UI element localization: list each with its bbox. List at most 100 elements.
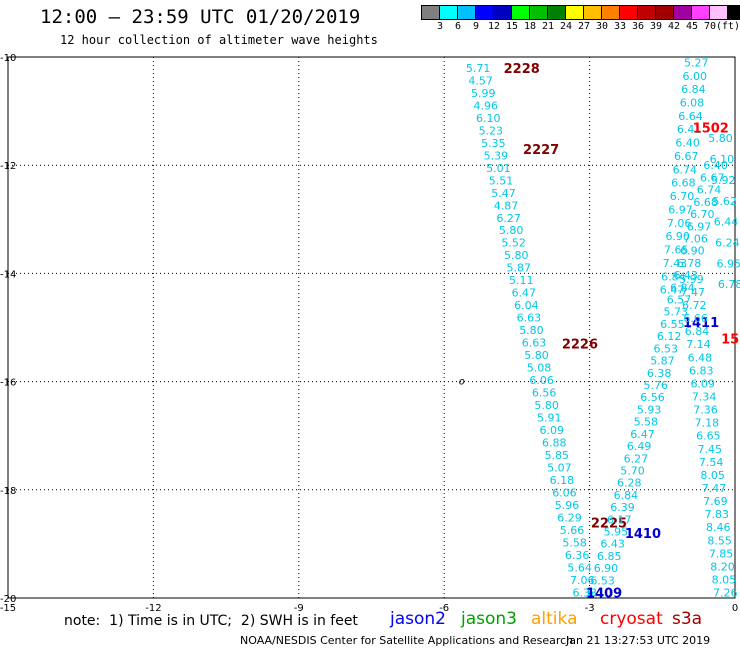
wave-height-value: 5.08: [527, 362, 552, 375]
wave-height-value: 6.39: [610, 501, 635, 514]
wave-height-value: 7.47: [702, 482, 727, 495]
wave-height-value: 6.24: [715, 236, 740, 249]
wave-height-value: 6.70: [670, 190, 695, 203]
wave-height-value: 6.90: [665, 230, 690, 243]
wave-height-value: 6.90: [594, 562, 619, 575]
wave-height-value: 6.06: [552, 487, 577, 500]
footer-center: NOAA/NESDIS Center for Satellite Applica…: [240, 634, 574, 647]
wave-height-value: 7.83: [705, 508, 730, 521]
wave-height-value: 6.56: [532, 387, 557, 400]
wave-height-value: 5.62: [712, 195, 737, 208]
chart-title: 12:00 — 23:59 UTC 01/20/2019: [40, 6, 361, 28]
y-tick-label: -18: [0, 486, 16, 497]
wave-height-value: 7.06: [570, 574, 595, 587]
wave-height-value: 6.63: [522, 337, 547, 350]
wave-height-value: 6.18: [550, 474, 575, 487]
wave-height-value: 7.54: [699, 456, 724, 469]
wave-height-value: 7.47: [681, 286, 706, 299]
wave-height-value: 5.95: [604, 526, 629, 539]
wave-height-value: 5.47: [491, 187, 516, 200]
wave-height-value: 6.53: [590, 574, 615, 587]
y-tick-label: -12: [0, 161, 16, 172]
mission-s3a: s3a: [672, 609, 703, 629]
mission-jason3: jason3: [461, 609, 517, 629]
wave-height-value: 7.14: [686, 338, 711, 351]
wave-height-value: 5.64: [567, 562, 592, 575]
wave-height-value: 5.87: [506, 262, 531, 275]
wave-height-value: 6.29: [557, 512, 582, 525]
wave-height-value: 6.57: [667, 294, 692, 307]
scale-label: 70: [703, 21, 717, 32]
wave-height-value: 7.06: [683, 232, 708, 245]
scale-label: 15: [505, 21, 519, 32]
wave-height-value: 6.44: [714, 216, 739, 229]
wave-height-value: 6.84: [614, 489, 639, 502]
wave-height-value: 5.80: [519, 324, 544, 337]
wave-height-value: 6.85: [597, 550, 622, 563]
wave-height-value: 6.68: [693, 196, 718, 209]
scale-swatch: [727, 5, 740, 20]
mission-cryosat: cryosat: [600, 609, 663, 629]
land-marker: o: [459, 377, 465, 388]
wave-height-value: 6.55: [660, 318, 685, 331]
wave-height-value: 6.47: [630, 428, 655, 441]
wave-height-value: 6.10: [476, 112, 501, 125]
wave-height-value: 6.97: [687, 220, 712, 233]
wave-height-value: 5.71: [466, 62, 491, 75]
wave-height-value: 5.58: [562, 537, 587, 550]
wave-height-value: 6.10: [710, 153, 735, 166]
wave-height-value: 6.41: [677, 123, 702, 136]
wave-height-value: 6.64: [678, 110, 703, 123]
pass-time-label: 1502: [693, 121, 729, 136]
scale-label: 33: [613, 21, 627, 32]
wave-height-value: 7.43: [663, 257, 688, 270]
x-tick-label: -9: [294, 603, 304, 614]
wave-height-value: 6.38: [647, 367, 672, 380]
wave-height-value: 6.90: [680, 245, 705, 258]
wave-height-value: 6.84: [661, 270, 686, 283]
wave-height-value: 6.67: [700, 171, 725, 184]
wave-height-value: 6.95: [717, 257, 740, 270]
wave-height-value: 6.00: [683, 70, 708, 83]
wave-height-value: 5.96: [555, 499, 580, 512]
wave-height-value: 6.12: [657, 330, 682, 343]
wave-height-value: 6.27: [496, 212, 521, 225]
wave-height-value: 5.80: [524, 349, 549, 362]
wave-height-value: 6.84: [685, 325, 710, 338]
wave-height-value: 6.36: [565, 549, 590, 562]
mission-jason2: jason2: [390, 609, 446, 629]
wave-height-value: 7.85: [709, 547, 734, 560]
wave-height-value: 8.46: [706, 521, 731, 534]
pass-time-label: 2225: [591, 516, 627, 531]
wave-height-value: 6.97: [668, 203, 693, 216]
pass-time-label: 2226: [562, 338, 598, 353]
wave-height-value: 6.40: [703, 159, 728, 172]
scale-label: 27: [577, 21, 591, 32]
wave-height-value: 8.20: [710, 560, 735, 573]
wave-height-value: 6.09: [539, 424, 564, 437]
wave-height-value: 6.33: [573, 587, 598, 600]
wave-height-value: 6.72: [682, 299, 707, 312]
wave-height-value: 5.23: [479, 124, 504, 137]
wave-height-value: 6.53: [654, 342, 679, 355]
wave-height-value: 6.06: [529, 374, 554, 387]
wave-height-value: 6.83: [689, 364, 714, 377]
wave-height-value: 5.99: [679, 273, 704, 286]
scale-label: 18: [523, 21, 537, 32]
wave-height-value: 4.96: [473, 99, 498, 112]
wave-height-value: 5.27: [684, 56, 709, 69]
wave-height-value: 6.49: [627, 440, 652, 453]
wave-height-value: 5.93: [637, 403, 662, 416]
wave-height-value: 6.65: [696, 430, 721, 443]
y-tick-label: -16: [0, 378, 16, 389]
chart-subtitle: 12 hour collection of altimeter wave hei…: [60, 33, 378, 47]
wave-height-value: 5.39: [484, 149, 509, 162]
wave-height-value: 7.36: [693, 404, 718, 417]
x-tick-label: -15: [0, 603, 16, 614]
wave-height-value: 4.87: [494, 199, 519, 212]
wave-height-value: 7.26: [713, 587, 738, 600]
wave-height-value: 5.80: [708, 132, 733, 145]
wave-height-value: 5.01: [486, 162, 511, 175]
wave-height-value: 6.27: [624, 452, 649, 465]
